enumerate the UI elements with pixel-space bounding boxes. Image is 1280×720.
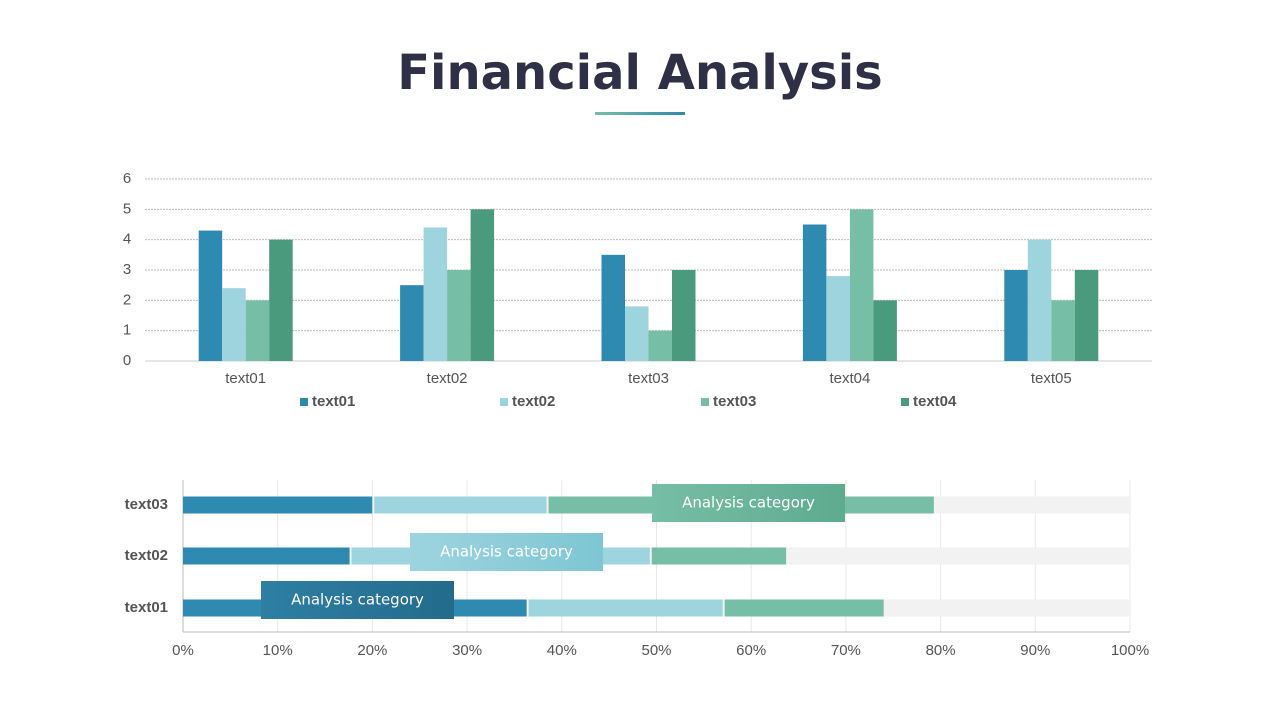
x-tick-label: 10% [263,642,293,659]
bar [447,270,471,361]
x-tick-label: 30% [452,642,482,659]
bar-segment [528,599,723,617]
y-tick-label: text01 [125,599,168,616]
y-tick-label: 4 [123,231,131,248]
bar [625,306,649,361]
x-tick-label: 20% [357,642,387,659]
x-tick-label: text01 [225,370,266,387]
bar-segment [183,547,350,565]
title-underline [595,112,685,115]
x-tick-label: 40% [547,642,577,659]
legend-label: text03 [713,393,756,410]
bar [269,239,293,361]
bar-segment [651,547,787,565]
bar [222,288,246,361]
bar [849,209,874,361]
bar [1051,300,1075,361]
bar-segment [724,599,884,617]
x-tick-label: text03 [628,370,669,387]
callout-box [652,484,845,522]
x-tick-label: 80% [926,642,956,659]
bar [198,230,223,361]
bar [648,330,672,361]
x-tick-label: 0% [172,642,194,659]
y-tick-label: 2 [123,291,131,308]
callout-label: Analysis category [291,591,424,609]
bar [400,285,424,361]
y-tick-label: text02 [125,547,168,564]
bar [1074,270,1099,361]
y-tick-label: 6 [123,170,131,187]
bar-segment [374,496,547,514]
x-tick-label: 60% [736,642,766,659]
y-tick-label: text03 [125,496,168,513]
x-tick-label: text04 [829,370,870,387]
bar [802,224,827,361]
legend-label: text02 [512,393,555,410]
bar [1004,270,1028,361]
legend-swatch [500,398,508,406]
x-tick-label: 90% [1020,642,1050,659]
legend-swatch [701,398,709,406]
y-tick-label: 3 [123,261,131,278]
y-tick-label: 1 [123,322,131,339]
legend-label: text01 [312,393,355,410]
x-tick-label: 50% [641,642,671,659]
bar [873,300,897,361]
legend-label: text04 [913,393,957,410]
bar [423,227,448,361]
legend-swatch [901,398,909,406]
bar [672,270,696,361]
bar [826,276,850,361]
bar [245,300,270,361]
y-tick-label: 5 [123,200,131,217]
legend-swatch [300,398,308,406]
bar-segment [183,496,373,514]
callout-label: Analysis category [682,494,815,512]
bar [601,254,625,361]
x-tick-label: text02 [427,370,468,387]
callout-label: Analysis category [440,543,573,561]
x-tick-label: 100% [1111,642,1149,659]
x-tick-label: text05 [1031,370,1072,387]
title: Financial Analysis [397,45,882,101]
bar [1027,239,1052,361]
x-tick-label: 70% [831,642,861,659]
y-tick-label: 0 [123,352,131,369]
callout-box [410,533,603,571]
callout-box [261,581,454,619]
bar [470,209,495,361]
